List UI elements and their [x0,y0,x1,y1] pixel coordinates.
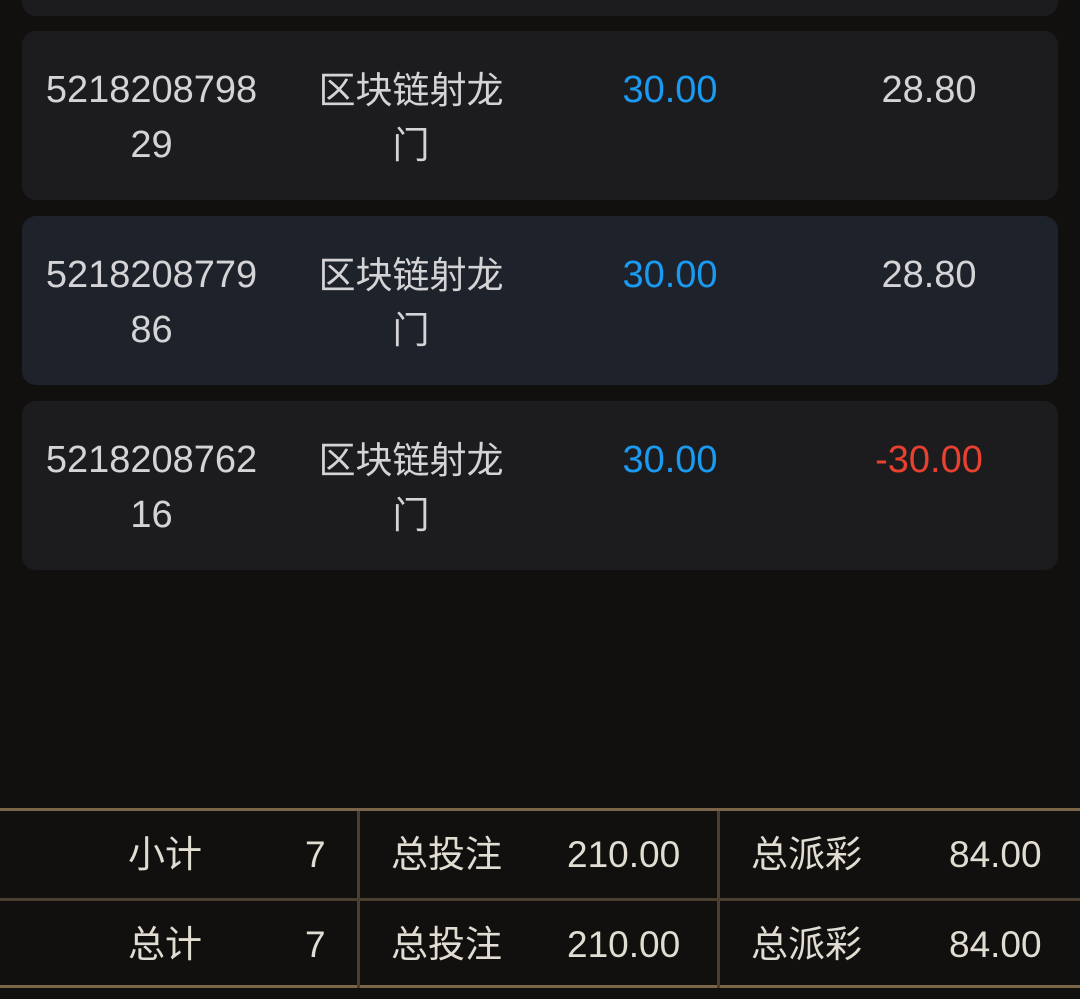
total-label: 总计 [128,924,202,965]
bet-record-card[interactable]: 521820879829 区块链射龙门 30.00 28.80 [22,31,1058,200]
total-bet-label: 总投注 [391,924,502,965]
game-name: 区块链射龙门 [318,70,504,166]
divider [357,901,360,988]
payout-amount: -30.00 [875,439,983,481]
total-bet-value: 210.00 [567,924,681,965]
bet-amount: 30.00 [622,254,718,296]
game-name: 区块链射龙门 [318,440,504,536]
total-row: 总计 7 总投注 210.00 总派彩 84.00 [0,901,1080,988]
subtotal-payout-value: 84.00 [949,834,1042,875]
subtotal-bet-label: 总投注 [391,834,502,875]
total-payout-label: 总派彩 [751,924,862,965]
divider [717,901,720,988]
bet-record-card[interactable]: 521820877986 区块链射龙门 30.00 28.80 [22,216,1058,385]
subtotal-count: 7 [305,834,326,875]
subtotal-row: 小计 7 总投注 210.00 总派彩 84.00 [0,811,1080,901]
summary-footer: 小计 7 总投注 210.00 总派彩 84.00 总计 7 总投注 210.0… [0,808,1080,988]
payout-amount: 28.80 [881,254,977,296]
order-id: 521820877986 [45,254,258,351]
bet-amount: 30.00 [622,69,718,111]
subtotal-bet-value: 210.00 [567,834,681,875]
divider [717,811,720,898]
subtotal-label: 小计 [128,834,202,875]
total-count: 7 [305,924,326,965]
subtotal-payout-label: 总派彩 [751,834,862,875]
bet-amount: 30.00 [622,439,718,481]
order-id: 521820876216 [45,439,258,536]
payout-amount: 28.80 [881,69,977,111]
order-id: 521820879829 [45,69,258,166]
bet-record-card[interactable]: 521820876216 区块链射龙门 30.00 -30.00 [22,401,1058,570]
divider [357,811,360,898]
game-name: 区块链射龙门 [318,255,504,351]
bet-record-card-partial[interactable] [22,0,1058,16]
total-payout-value: 84.00 [949,924,1042,965]
